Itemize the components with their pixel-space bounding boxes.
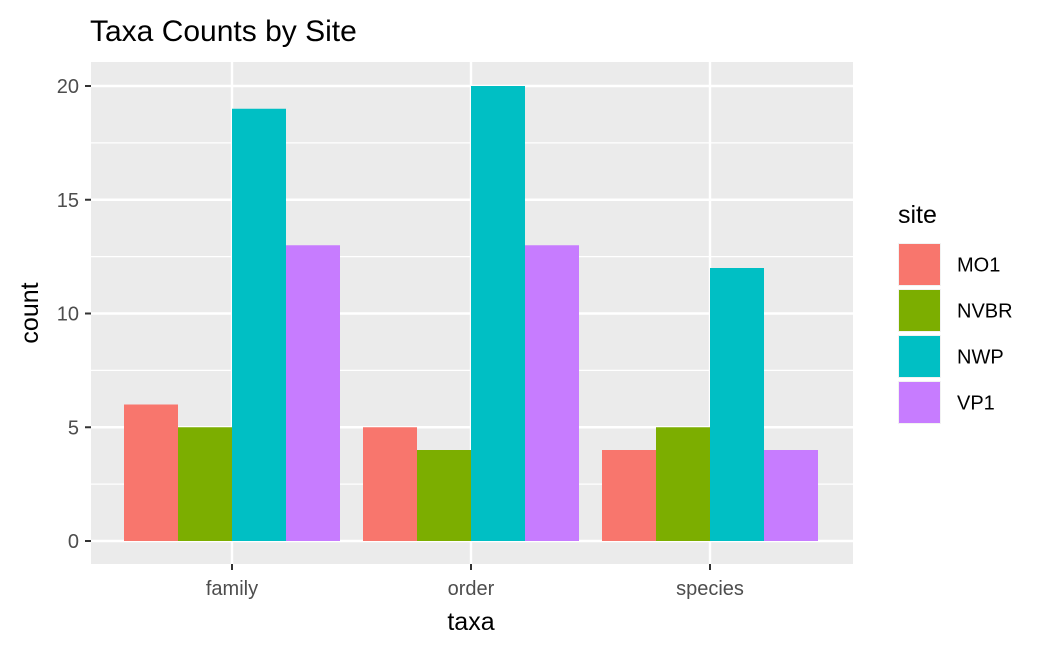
- x-tick-label: family: [206, 578, 258, 600]
- y-axis: 0 5 10 15 20: [57, 76, 91, 553]
- legend-label: MO1: [957, 255, 1000, 277]
- x-tick-label: species: [676, 578, 744, 600]
- x-tick-label: order: [448, 578, 495, 600]
- bars: [124, 86, 818, 541]
- bar-mo1-family: [124, 404, 178, 541]
- chart-title: Taxa Counts by Site: [90, 15, 357, 48]
- bar-nvbr-order: [417, 450, 471, 541]
- bar-vp1-family: [286, 245, 340, 541]
- legend-key-vp1: [899, 382, 940, 423]
- y-axis-title: count: [16, 282, 44, 343]
- bar-mo1-order: [363, 427, 417, 541]
- bar-nwp-family: [232, 108, 286, 541]
- y-tick-label: 20: [57, 76, 79, 98]
- bar-nvbr-family: [178, 427, 232, 541]
- x-axis-title: taxa: [447, 608, 494, 636]
- legend: MO1 NVBR NWP VP1: [898, 243, 1013, 424]
- y-tick-label: 10: [57, 304, 79, 326]
- x-axis: family order species: [206, 564, 744, 600]
- bar-vp1-order: [525, 245, 579, 541]
- legend-key-mo1: [899, 244, 940, 285]
- legend-label: NWP: [957, 347, 1004, 369]
- legend-label: VP1: [957, 393, 995, 415]
- y-tick-label: 0: [68, 531, 79, 553]
- bar-mo1-species: [602, 450, 656, 541]
- bar-nwp-order: [471, 86, 525, 541]
- bar-nvbr-species: [656, 427, 710, 541]
- legend-label: NVBR: [957, 301, 1013, 323]
- y-tick-label: 5: [68, 417, 79, 439]
- y-tick-label: 15: [57, 190, 79, 212]
- bar-vp1-species: [764, 450, 818, 541]
- legend-key-nwp: [899, 336, 940, 377]
- legend-key-nvbr: [899, 290, 940, 331]
- bar-nwp-species: [710, 268, 764, 541]
- legend-title: site: [898, 201, 937, 229]
